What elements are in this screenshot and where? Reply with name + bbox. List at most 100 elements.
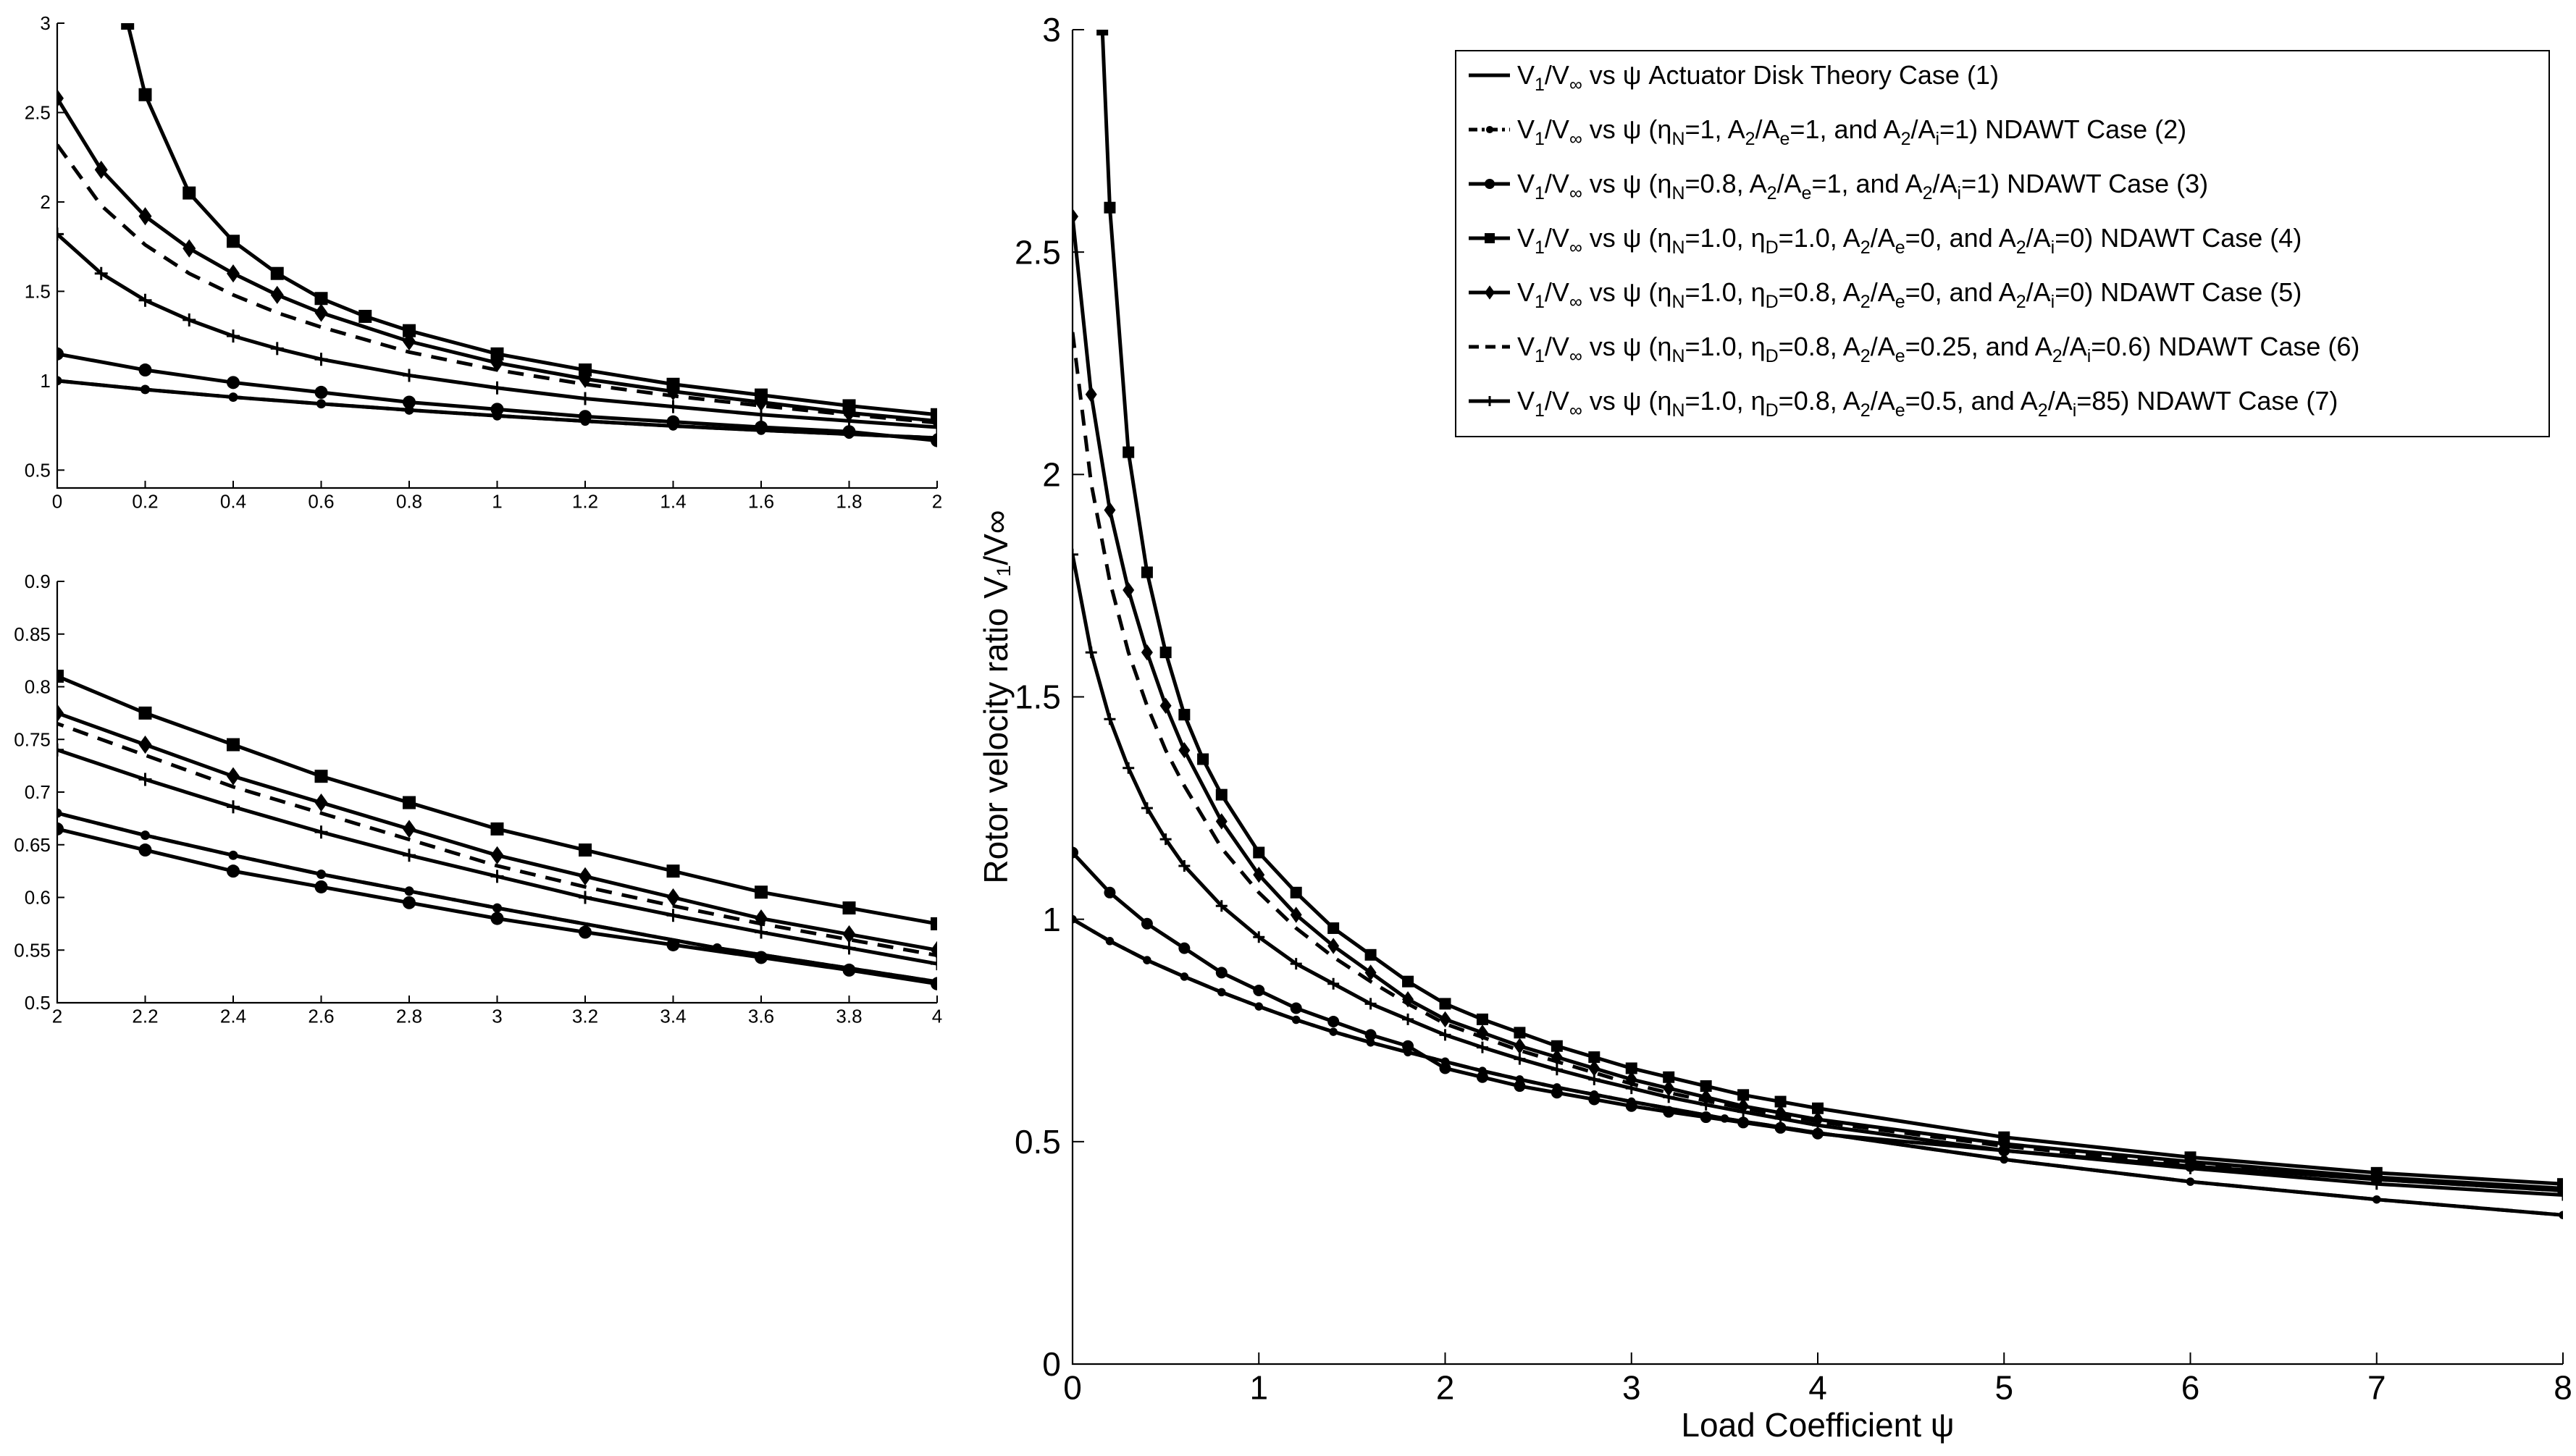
inset-top-x-tick-label: 1 [492,490,502,512]
legend-entry-case-7: V1/V∞ vs ψ (ηN=1.0, ηD=0.8, A2/Ae=0.5, a… [1517,386,2338,421]
inset-top-series-case-7-point [94,266,108,280]
main-series-case-6-line [1073,332,2563,1192]
inset-bottom-series-case-7-point [579,891,592,904]
inset-top-series-case-7-point [182,313,196,327]
legend-marker-case-4 [1485,233,1495,243]
inset-bottom-series-case-4-point [57,669,64,683]
main-series-case-2-point [1329,1027,1338,1036]
legend-marker-case-7 [1485,396,1495,406]
main-series-case-3-point [1327,1015,1340,1027]
inset-top-x-tick-label: 0.4 [220,490,246,512]
inset-top-series-case-4-point [121,23,135,30]
main-series-case-2-point [1105,937,1115,946]
inset-bottom-series-case-7-point [931,957,937,971]
inset-bottom-series-case-3-point [314,880,328,893]
inset-bottom-y-tick-label: 0.85 [14,623,51,645]
inset-bottom-series-case-7-point [138,773,152,786]
inset-top-series-case-4-point [403,324,416,337]
inset-bottom-series-case-4-line [57,674,937,926]
inset-top-series-case-5-point [403,332,416,351]
legend-entry-case-3: V1/V∞ vs ψ (ηN=0.8, A2/Ae=1, and A2/Ai=1… [1517,169,2208,203]
inset-bottom-series-case-2-point [492,903,502,913]
main-series-case-3-point [1737,1116,1750,1129]
main-series-case-2-point [2000,1155,2009,1164]
inset-bottom-series-case-1-line [57,811,937,984]
inset-bottom-x-tick-label: 3 [492,1005,502,1027]
inset-bottom-series-case-5-point [138,735,152,754]
inset-top-series-case-5-point [666,382,680,401]
main-series-case-7-point [1290,958,1302,970]
main-series-case-3-point [1141,917,1153,930]
inset-top-series-case-7-point [666,400,680,413]
inset-top-series-case-3-point [490,403,504,416]
inset-top-series-case-3-point [403,395,416,409]
legend-box [1455,50,2550,437]
inset-top-series-case-3-point [842,425,856,439]
main-series-case-5-point [1141,644,1153,661]
inset-top-series-case-5-point [94,160,108,180]
legend-marker-case-5 [1485,285,1495,300]
inset-bottom-series-case-7-point [755,925,768,939]
main-series-case-5-point [1327,938,1340,954]
main-series-case-4-point [1402,975,1414,988]
inset-bottom-series-case-3-point [57,822,64,836]
main-series-case-4-point [1663,1071,1675,1083]
main-series-case-7-point [2557,1189,2563,1201]
main-series-case-4-point [1551,1040,1563,1052]
inset-bottom-series-case-4-point [842,901,856,915]
inset-top-y-tick-label: 1.5 [25,280,51,302]
inset-top-series-case-5-point [227,264,240,283]
y-axis-label: Rotor velocity ratio V₁/V∞ [977,510,1015,883]
legend-marker-case-2 [1485,125,1494,134]
inset-bottom-series-case-4-point [314,770,328,783]
main-series-case-3-point [1253,984,1265,996]
main-y-tick-label: 1 [1042,901,1061,938]
main-series-case-7-point [1439,1029,1451,1041]
main-series-case-2-point [2372,1195,2381,1204]
main-x-tick-label: 7 [2367,1368,2386,1406]
main-series-case-3-point [1364,1029,1377,1041]
main-series-case-7-point [1085,647,1097,659]
main-series-case-5-point [1215,813,1228,830]
main-series-case-5-point [1073,208,1078,225]
inset-top-y-tick-label: 0.5 [25,459,51,481]
inset-bottom-series-case-7-point [314,825,328,839]
inset-top-series-case-5-point [490,353,504,372]
inset-top-y-tick-label: 2.5 [25,102,51,124]
inset-bottom-series-case-2-point [316,870,326,879]
main-series-case-4-line [1100,30,2563,1186]
main-series-case-5-point [1104,502,1116,518]
main-series-case-4-point [1812,1102,1824,1114]
inset-bottom-series-case-2-line [57,811,937,984]
inset-bottom-series-case-7-point [403,849,416,862]
main-series-case-4-point [1476,1013,1488,1025]
main-series-case-7-point [1476,1041,1488,1053]
inset-top-series-case-3-point [666,415,680,429]
inset-bottom-series-case-5-point [403,820,416,838]
main-series-case-2-point [1180,972,1189,981]
legend-entry-case-1: V1/V∞ vs ψ Actuator Disk Theory Case (1) [1517,60,1999,95]
legend-entry-case-2: V1/V∞ vs ψ (ηN=1, A2/Ae=1, and A2/Ai=1) … [1517,114,2186,149]
main-series-case-4-point [1141,566,1153,578]
main-series-case-2-line [1073,917,2563,1217]
inset-bottom-series-case-2-point [140,830,150,841]
inset-bottom-series-case-3-point [579,925,592,939]
inset-bottom-x-tick-label: 3.2 [572,1005,598,1027]
inset-top-series-case-4-point [314,292,328,306]
inset-top-series-case-3-point [57,347,64,361]
inset-plot-top: 0 0.2 0.4 0.6 0.8 1 1.2 1.4 1.6 1.8 2 0.5 1 1.5 2 2.5 3 [25,12,942,512]
inset-top-series-case-7-point [755,408,768,421]
main-series-case-4-point [1215,788,1228,801]
main-series-case-4-point [1096,30,1109,35]
inset-bottom-series-case-3-point [138,843,152,857]
main-series-case-2-point [1254,1002,1264,1011]
inset-bottom-series-case-3-point [490,912,504,925]
main-series-case-7-point [2370,1178,2383,1190]
legend-entry-case-4: V1/V∞ vs ψ (ηN=1.0, ηD=1.0, A2/Ae=0, and… [1517,223,2302,258]
main-series-case-4-point [1588,1051,1600,1064]
x-axis-label: Load Coefficient ψ [1681,1406,1954,1444]
inset-top-series-case-4-point [931,408,937,421]
inset-top-series-case-7-point [579,392,592,405]
main-series-case-2-point [2559,1211,2563,1219]
